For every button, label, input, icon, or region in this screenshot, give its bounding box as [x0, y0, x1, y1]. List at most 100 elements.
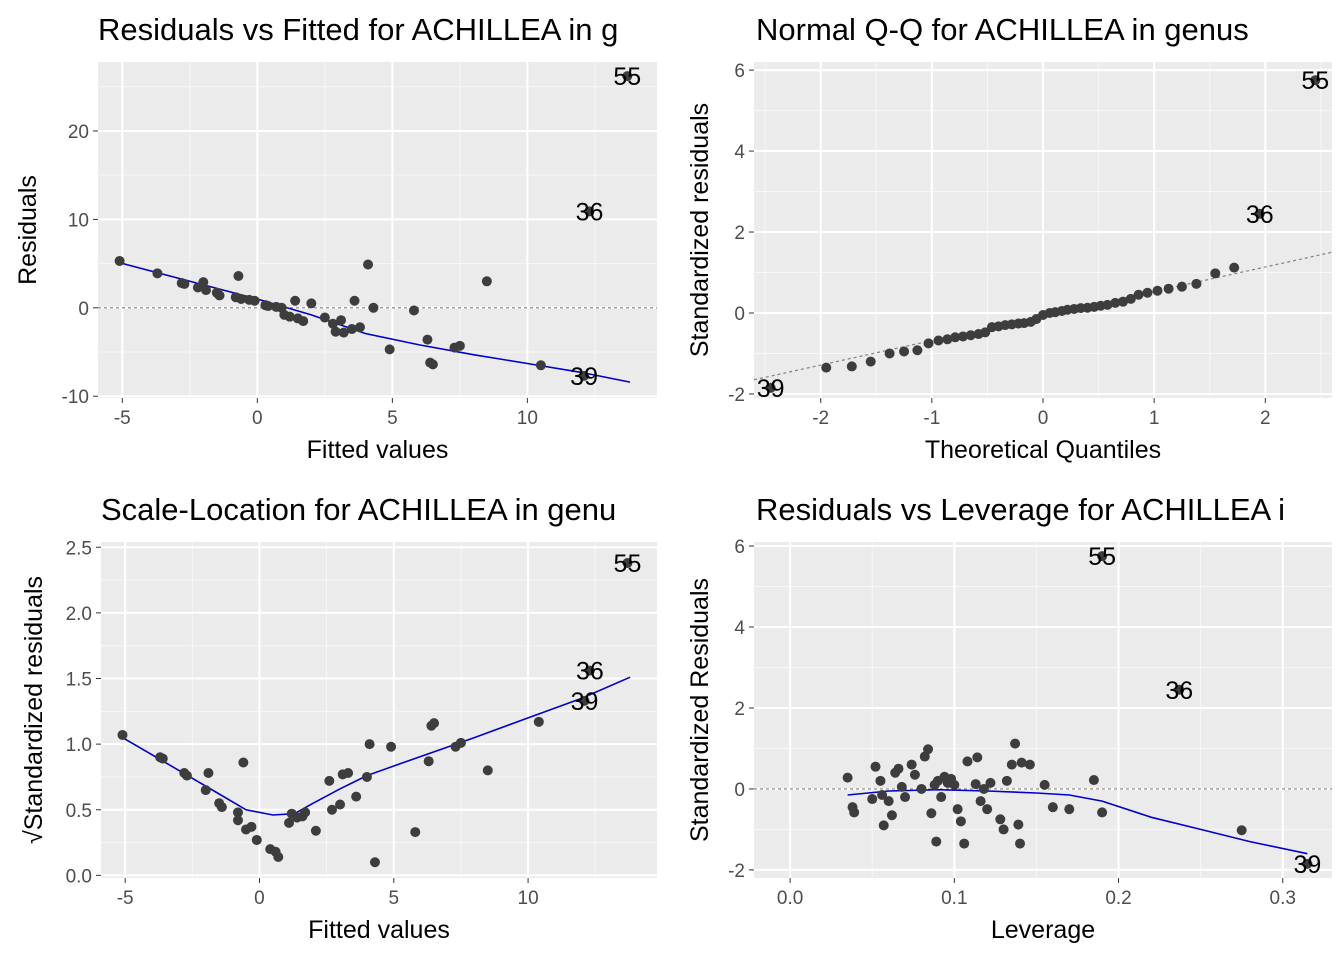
- data-point: [233, 270, 244, 281]
- data-point: [896, 781, 907, 792]
- y-tick-label: 10: [68, 210, 89, 231]
- x-tick-label: 10: [518, 888, 539, 909]
- data-point: [584, 665, 595, 676]
- data-point: [1047, 802, 1058, 813]
- data-point: [290, 295, 301, 306]
- data-point: [354, 322, 365, 333]
- data-point: [1254, 208, 1265, 219]
- data-point: [1006, 759, 1017, 770]
- data-point: [454, 340, 465, 351]
- data-point: [923, 338, 934, 349]
- plot-area: [117, 558, 633, 868]
- outlier-label: 36: [576, 658, 604, 686]
- data-point: [622, 558, 633, 568]
- x-tick-label: 0: [254, 888, 265, 909]
- data-point: [1176, 281, 1187, 292]
- data-point: [1118, 296, 1129, 307]
- data-point: [535, 360, 546, 371]
- data-point: [273, 852, 284, 862]
- y-tick-label: 4: [734, 618, 745, 639]
- data-point: [579, 370, 590, 381]
- data-point: [423, 756, 434, 767]
- data-point: [192, 282, 203, 293]
- data-point: [482, 765, 493, 776]
- data-point: [886, 810, 897, 821]
- data-point: [936, 792, 947, 803]
- data-point: [909, 769, 920, 780]
- y-axis-label: Standardized residuals: [686, 103, 714, 357]
- data-point: [216, 802, 227, 813]
- x-tick-label: 0: [252, 408, 263, 429]
- data-point: [878, 820, 889, 831]
- x-tick-label: 0.0: [777, 888, 803, 909]
- outlier-label: 55: [1088, 543, 1116, 571]
- data-point: [327, 318, 338, 329]
- data-point: [883, 796, 894, 807]
- data-point: [200, 785, 211, 796]
- data-point: [765, 382, 776, 393]
- data-point: [429, 718, 440, 729]
- data-point: [284, 817, 295, 828]
- residuals-vs-fitted-panel: -5 0 5 10 -10 0 10 20 55 36 39 Residuals vs Fitted …: [14, 12, 657, 464]
- panel-title: Normal Q-Q for ACHILLEA in genus: [756, 12, 1249, 47]
- data-point: [1016, 757, 1027, 768]
- data-point: [1010, 738, 1021, 749]
- data-point: [298, 316, 309, 327]
- data-point: [870, 761, 881, 772]
- data-point: [214, 290, 225, 301]
- data-point: [965, 330, 976, 341]
- data-point: [386, 741, 397, 752]
- data-point: [949, 779, 960, 790]
- y-axis-label: Residuals: [14, 175, 42, 285]
- y-axis-label: Standardized Residuals: [686, 578, 714, 842]
- data-point: [179, 278, 190, 289]
- data-point: [972, 752, 983, 763]
- data-point: [975, 796, 986, 807]
- data-point: [959, 838, 970, 849]
- data-point: [995, 814, 1006, 825]
- plot-area: [754, 75, 1332, 393]
- data-point: [931, 836, 942, 847]
- y-tick-label: 0.0: [66, 866, 92, 887]
- y-tick-label: 0.5: [66, 801, 92, 822]
- data-point: [1174, 684, 1185, 695]
- data-point: [284, 311, 295, 322]
- data-point: [1229, 262, 1240, 273]
- outlier-label: 39: [757, 375, 785, 403]
- residuals-vs-leverage-panel: 0.0 0.1 0.2 0.3 -2 0 2 4 6 55 36 39 Residuals vs Lev…: [686, 492, 1332, 944]
- plot-area: [98, 71, 657, 383]
- data-point: [238, 757, 249, 768]
- data-point: [251, 834, 262, 845]
- data-point: [336, 315, 347, 326]
- data-point: [926, 808, 937, 819]
- data-point: [1142, 287, 1153, 298]
- panel-title: Residuals vs Fitted for ACHILLEA in g: [98, 12, 618, 47]
- data-point: [427, 359, 438, 370]
- y-tick-label: 0: [734, 304, 745, 325]
- data-point: [533, 716, 544, 727]
- data-point: [481, 276, 492, 287]
- x-tick-label: 0: [1038, 408, 1049, 429]
- y-tick-label: 4: [734, 142, 745, 163]
- data-point: [114, 255, 125, 266]
- data-point: [842, 772, 853, 783]
- data-point: [1302, 858, 1313, 869]
- data-point: [455, 737, 466, 748]
- data-point: [865, 356, 876, 367]
- data-point: [201, 285, 212, 296]
- data-point: [346, 324, 357, 335]
- data-point: [351, 791, 362, 802]
- data-point: [899, 346, 910, 357]
- data-point: [1191, 278, 1202, 289]
- x-tick-label: 10: [517, 408, 538, 429]
- data-point: [923, 744, 934, 755]
- data-point: [982, 804, 993, 815]
- data-point: [1310, 75, 1321, 86]
- data-point: [912, 345, 923, 356]
- data-point: [877, 790, 888, 801]
- data-point: [978, 783, 989, 794]
- data-point: [157, 753, 168, 764]
- data-point: [1210, 268, 1221, 279]
- x-tick-label: 5: [388, 888, 399, 909]
- data-point: [821, 362, 832, 373]
